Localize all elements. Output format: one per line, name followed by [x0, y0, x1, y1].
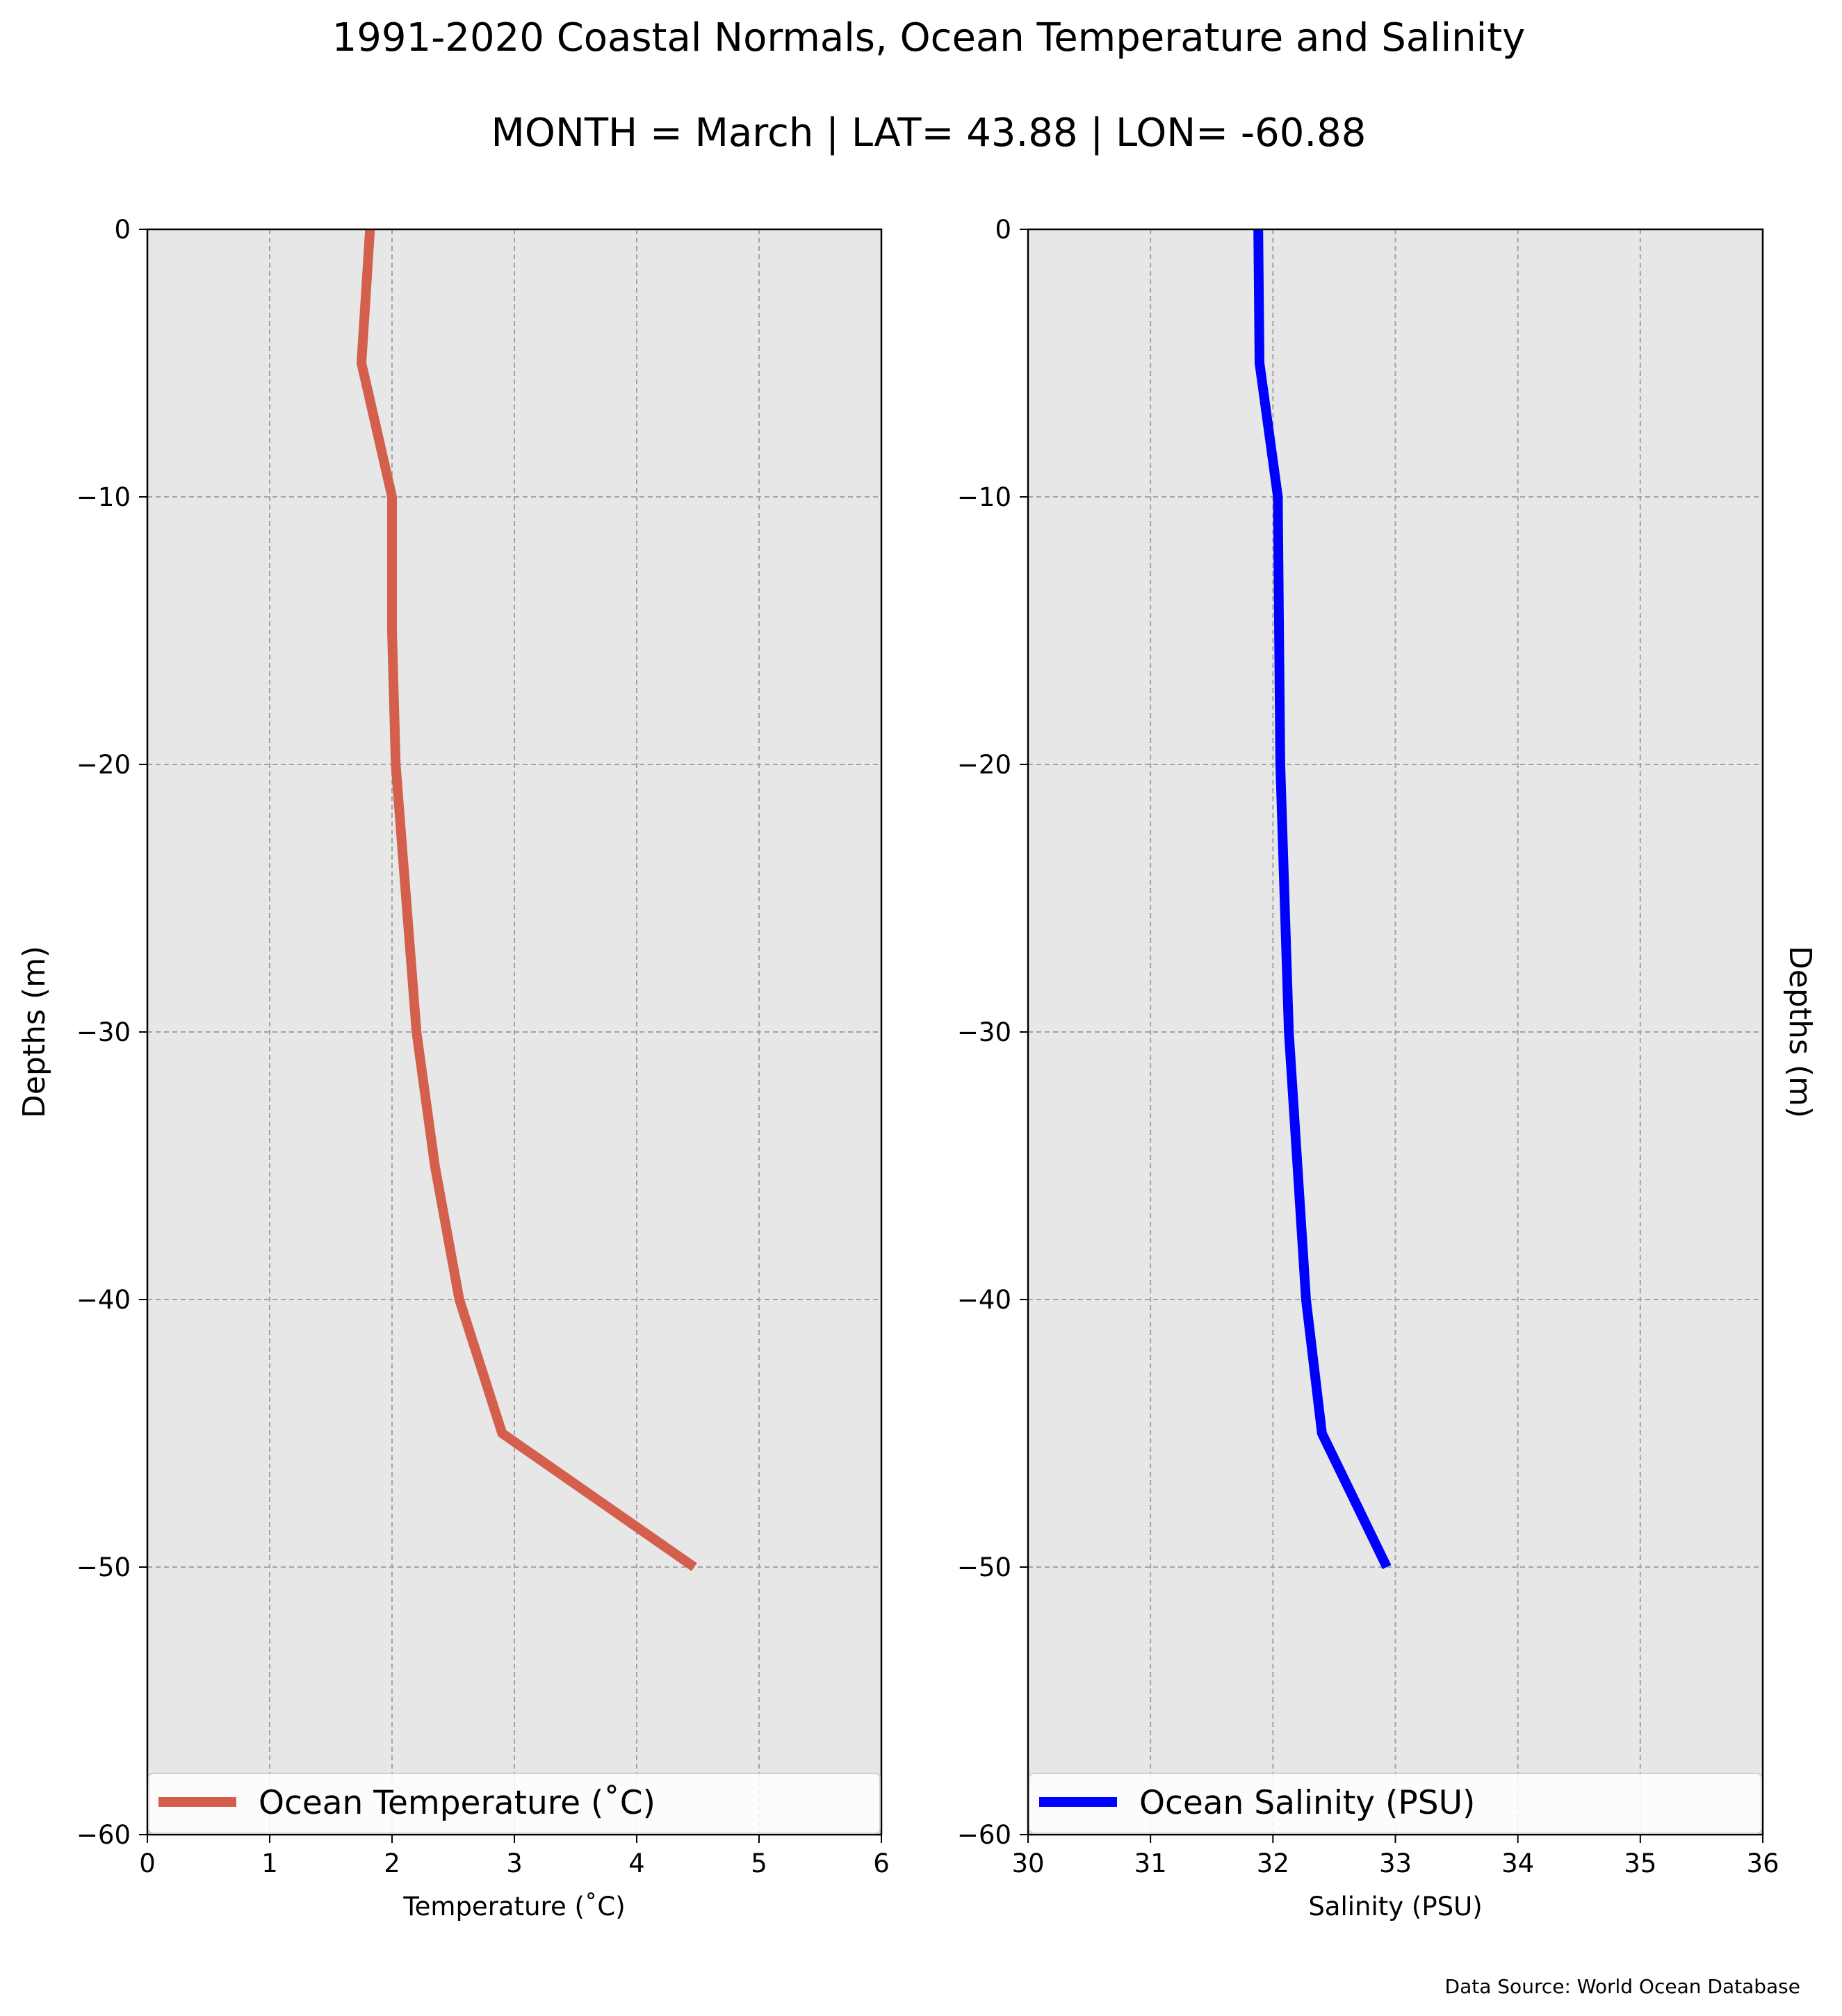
salinity-y-tick-label: −60: [957, 1820, 1011, 1850]
temperature-y-tick-label: −60: [76, 1820, 131, 1850]
figure-title: 1991-2020 Coastal Normals, Ocean Tempera…: [332, 15, 1526, 60]
salinity-legend-box: [1029, 1773, 1762, 1834]
salinity-x-tick-label: 36: [1746, 1849, 1779, 1878]
salinity-x-tick-label: 35: [1624, 1849, 1656, 1878]
figure-subtitle: MONTH = March | LAT= 43.88 | LON= -60.88: [491, 110, 1367, 156]
salinity-y-tick-label: −10: [957, 482, 1011, 512]
temperature-y-tick-label: −50: [76, 1552, 131, 1582]
salinity-y-tick-label: −30: [957, 1017, 1011, 1047]
temperature-x-tick-label: 4: [628, 1849, 645, 1878]
temperature-legend-label: Ocean Temperature (˚C): [259, 1784, 655, 1822]
temperature-x-tick-label: 5: [751, 1849, 767, 1878]
temperature-panel: 0 1 2 3 4 5 6 0 −10 −20 −30 −40 −50 −60 Ocean Temperat…: [17, 215, 890, 1921]
salinity-panel: 30 31 32 33 34 35 36 0 −10 −20 −30 −40 −50 −60 Ocean S…: [957, 215, 1818, 1921]
temperature-y-axis-label: Depths (m): [17, 946, 52, 1118]
salinity-x-tick-label: 30: [1011, 1849, 1044, 1878]
temperature-x-tick-label: 6: [873, 1849, 890, 1878]
temperature-y-tick-label: −20: [76, 750, 131, 780]
salinity-y-tick-label: 0: [995, 215, 1011, 245]
temperature-y-tick-label: 0: [114, 215, 131, 245]
temperature-x-tick-label: 1: [261, 1849, 278, 1878]
salinity-plot-frame: [1027, 228, 1764, 1836]
salinity-x-tick-label: 34: [1501, 1849, 1534, 1878]
temperature-legend-box: [148, 1773, 881, 1834]
temperature-series-line: [357, 229, 697, 1571]
temperature-y-tick-label: −30: [76, 1017, 131, 1047]
temperature-x-axis-label: Temperature (˚C): [402, 1892, 625, 1921]
temperature-y-tick-label: −40: [76, 1285, 131, 1315]
salinity-x-tick-label: 31: [1134, 1849, 1167, 1878]
salinity-x-axis-label: Salinity (PSU): [1308, 1892, 1482, 1921]
salinity-y-tick-label: −20: [957, 750, 1011, 780]
temperature-x-tick-label: 2: [384, 1849, 400, 1878]
temperature-y-tick-label: −10: [76, 482, 131, 512]
salinity-x-tick-label: 32: [1257, 1849, 1289, 1878]
salinity-legend-label: Ocean Salinity (PSU): [1139, 1784, 1475, 1822]
salinity-y-axis-label: Depths (m): [1782, 946, 1818, 1118]
temperature-x-tick-label: 3: [506, 1849, 523, 1878]
salinity-y-tick-label: −50: [957, 1552, 1011, 1582]
salinity-y-tick-label: −40: [957, 1285, 1011, 1315]
salinity-series-line: [1253, 229, 1392, 1570]
temperature-plot-frame: [146, 228, 883, 1836]
temperature-x-tick-label: 0: [139, 1849, 156, 1878]
salinity-x-tick-label: 33: [1379, 1849, 1412, 1878]
data-source-note: Data Source: World Ocean Database: [1445, 1975, 1800, 1998]
